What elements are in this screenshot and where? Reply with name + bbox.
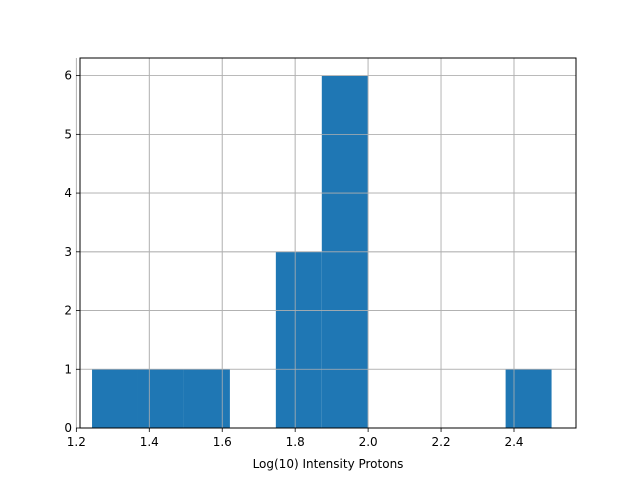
histogram-bar [137,369,184,428]
x-tick-label: 2.2 [432,435,451,449]
x-tick-label: 2.0 [359,435,378,449]
x-tick-label: 1.6 [213,435,232,449]
histogram-bar [505,369,552,428]
y-tick-label: 3 [64,245,72,259]
x-tick-label: 1.4 [140,435,159,449]
y-axis-ticks: 0 1 2 3 4 5 6 [64,69,80,435]
x-tick-label: 1.8 [286,435,305,449]
y-tick-label: 5 [64,127,72,141]
histogram-bar [275,251,322,428]
histogram-bar [92,369,138,428]
x-axis-label: Log(10) Intensity Protons [253,457,404,471]
x-axis-ticks: 1.2 1.4 1.6 1.8 2.0 2.2 2.4 [67,428,524,449]
y-tick-label: 0 [64,421,72,435]
x-tick-label: 2.4 [504,435,523,449]
plot-area-frame [79,57,577,429]
y-tick-label: 4 [64,186,72,200]
grid-lines-overlay [75,58,576,429]
y-tick-label: 1 [64,362,72,376]
y-tick-label: 6 [64,69,72,83]
x-tick-label: 1.2 [67,435,86,449]
histogram-bar [183,369,230,428]
y-tick-label: 2 [64,304,72,318]
